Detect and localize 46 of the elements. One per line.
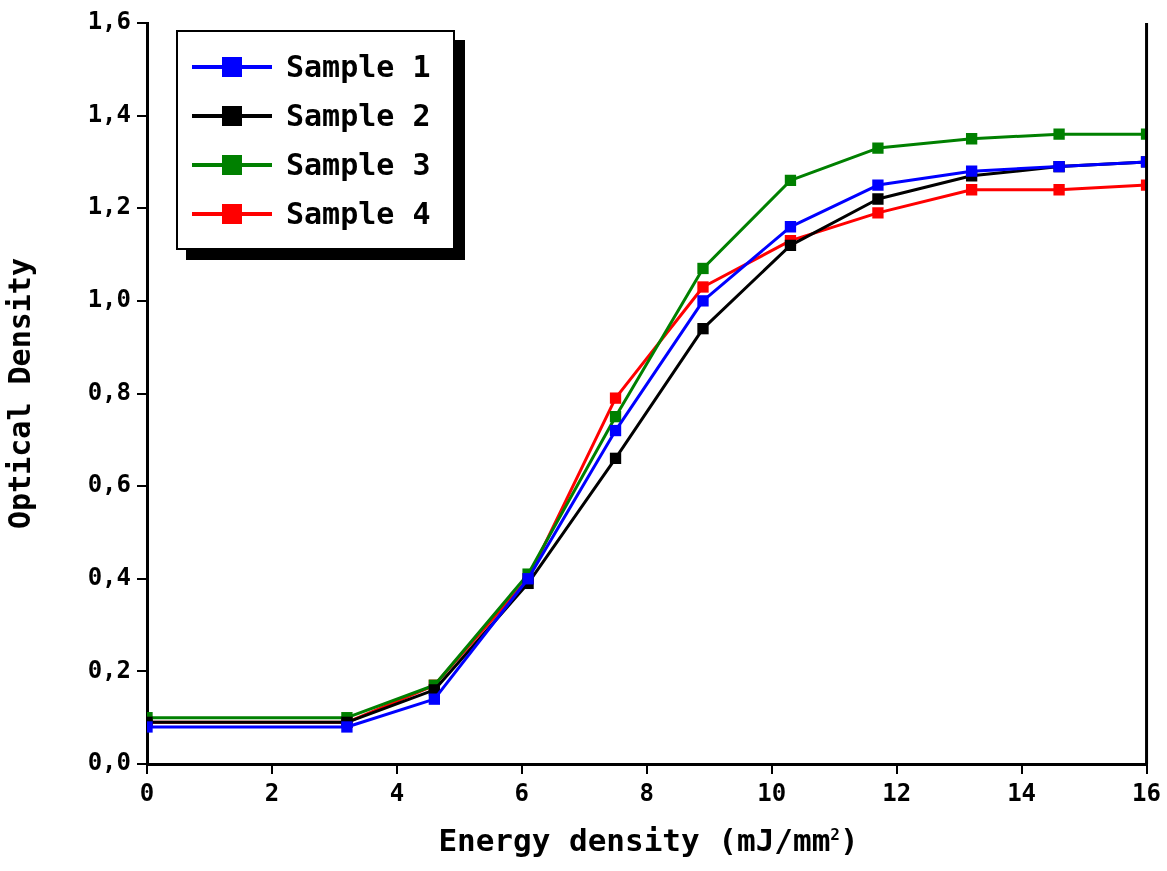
y-tick-label: 1,6 <box>87 7 131 36</box>
x-tick-label: 8 <box>639 778 654 807</box>
point <box>965 184 978 196</box>
y-tick-label: 0,4 <box>87 562 131 591</box>
y-tick-label: 0,0 <box>87 748 131 777</box>
point <box>784 239 797 251</box>
point <box>697 281 709 293</box>
point <box>697 323 709 335</box>
legend-label: Sample 2 <box>286 98 431 133</box>
point <box>872 179 884 191</box>
legend-label: Sample 1 <box>286 49 431 84</box>
point <box>872 207 884 219</box>
point <box>872 142 884 154</box>
point <box>428 693 441 705</box>
x-tick-label: 12 <box>882 778 912 807</box>
point <box>341 721 353 733</box>
point <box>1053 184 1065 196</box>
point <box>609 452 622 464</box>
y-tick-label: 1,2 <box>87 192 131 221</box>
y-tick-label: 0,2 <box>87 655 131 684</box>
point <box>697 262 709 275</box>
point <box>609 424 622 437</box>
point <box>609 411 622 423</box>
point <box>609 392 622 404</box>
legend-label: Sample 3 <box>286 147 431 182</box>
point <box>697 295 709 307</box>
point <box>965 133 978 145</box>
point <box>784 174 797 187</box>
x-tick-label: 2 <box>264 778 280 807</box>
x-tick-label: 0 <box>139 778 155 807</box>
x-axis-title: Energy density (mJ/mm$^{2}$) <box>437 822 860 858</box>
point <box>872 193 884 205</box>
x-tick-label: 10 <box>757 778 787 807</box>
point <box>1053 128 1065 140</box>
x-tick-label: 16 <box>1132 778 1161 807</box>
y-tick-label: 1,4 <box>87 99 131 128</box>
legend-label: Sample 4 <box>286 196 431 231</box>
y-tick-label: 1,0 <box>87 285 131 314</box>
point <box>965 165 978 177</box>
x-tick-label: 14 <box>1007 778 1037 807</box>
y-tick-label: 0,6 <box>87 470 131 499</box>
point <box>784 221 797 233</box>
y-tick-label: 0,8 <box>87 377 131 406</box>
x-tick-label: 6 <box>514 778 530 807</box>
y-axis-title: Optical Density <box>1 258 37 529</box>
x-tick-label: 4 <box>389 778 405 807</box>
